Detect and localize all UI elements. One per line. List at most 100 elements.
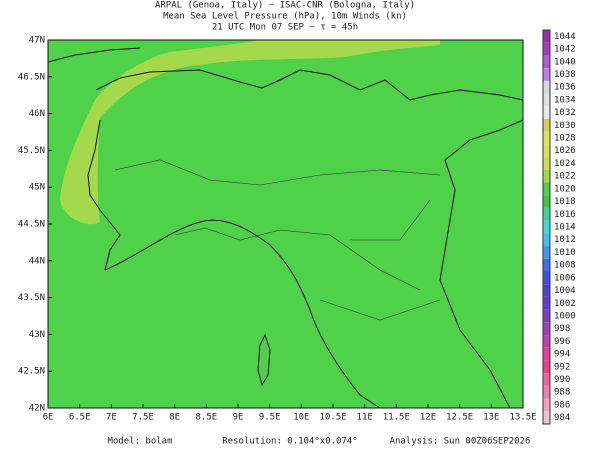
colorbar-label: 1032 xyxy=(554,108,576,118)
high-pressure-zone xyxy=(60,40,440,225)
colorbar-label: 992 xyxy=(554,362,570,372)
pressure-field xyxy=(48,40,523,408)
colorbar-swatch xyxy=(543,258,550,272)
lat-label: 44N xyxy=(29,256,45,266)
colorbar-swatch xyxy=(543,309,550,323)
lat-label: 47N xyxy=(29,36,45,46)
colorbar-label: 1002 xyxy=(554,299,576,309)
colorbar-swatch xyxy=(543,106,550,119)
lat-label: 43N xyxy=(29,330,45,340)
colorbar-label: 998 xyxy=(554,324,570,334)
colorbar-frame xyxy=(542,29,551,425)
lat-label: 44.5N xyxy=(18,220,45,230)
colorbar-label: 1026 xyxy=(554,146,576,156)
colorbar-swatch xyxy=(543,182,550,196)
lon-label: 8E xyxy=(169,413,180,423)
footer-analysis: Analysis: Sun 00Z06SEP2026 xyxy=(390,437,531,447)
lon-label: 6E xyxy=(43,413,54,423)
colorbar-swatch xyxy=(543,93,550,107)
colorbar-label: 1034 xyxy=(554,95,576,105)
lon-label: 8.5E xyxy=(195,413,217,423)
colorbar-label: 988 xyxy=(554,388,570,398)
colorbar-swatch xyxy=(543,68,550,81)
colorbar-label: 1004 xyxy=(554,286,576,296)
footer-model: Model: bolam xyxy=(107,437,172,447)
colorbar-swatch xyxy=(543,80,550,94)
colorbar-label: 1040 xyxy=(554,57,576,67)
border xyxy=(47,47,524,101)
colorbar-swatch xyxy=(543,195,550,208)
lat-label: 45N xyxy=(29,183,45,193)
colorbar-label: 1022 xyxy=(554,172,576,182)
colorbar-swatch xyxy=(543,207,550,221)
lon-label: 10E xyxy=(293,413,309,423)
footer-resolution: Resolution: 0.104°x0.074° xyxy=(222,437,357,447)
colorbar-swatch xyxy=(543,246,550,259)
lon-label: 10.5E xyxy=(319,413,346,423)
colorbar-swatch xyxy=(543,322,550,336)
colorbar-swatch xyxy=(543,373,550,386)
lon-label: 12E xyxy=(420,413,436,423)
lat-label: 42.5N xyxy=(18,367,45,377)
colorbar-label: 1012 xyxy=(554,235,576,245)
colorbar-swatch xyxy=(543,169,550,183)
colorbar-label: 986 xyxy=(554,400,570,410)
colorbar-swatch xyxy=(543,284,550,297)
colorbar-label: 1006 xyxy=(554,273,576,283)
coastline xyxy=(104,219,381,409)
colorbar-swatch xyxy=(543,131,550,145)
lon-label: 9E xyxy=(233,413,244,423)
title-line: 21 UTC Mon 07 SEP – τ = 45h xyxy=(212,23,358,33)
colorbar-label: 1028 xyxy=(554,134,576,144)
title-line: ARPAL (Genoa, Italy) – ISAC-CNR (Bologna… xyxy=(155,1,415,11)
lat-label: 42N xyxy=(29,404,45,414)
lon-label: 7.5E xyxy=(132,413,154,423)
colorbar-swatch xyxy=(543,398,550,412)
lon-label: 9.5E xyxy=(259,413,281,423)
colorbar-label: 1018 xyxy=(554,197,576,207)
colorbar-swatch xyxy=(543,385,550,399)
colorbar-swatch xyxy=(543,271,550,285)
lon-label: 7E xyxy=(106,413,117,423)
colorbar-label: 1010 xyxy=(554,248,576,258)
lon-label: 13.5E xyxy=(509,413,536,423)
lat-label: 43.5N xyxy=(18,293,45,303)
colorbar-swatch xyxy=(543,30,550,43)
colorbar-label: 1014 xyxy=(554,223,576,233)
lat-label: 46N xyxy=(29,109,45,119)
colorbar-label: 1008 xyxy=(554,261,576,271)
colorbar-swatch xyxy=(543,335,550,348)
colorbar-swatch xyxy=(543,296,550,310)
colorbar-label: 990 xyxy=(554,375,570,385)
colorbar-swatch xyxy=(543,157,550,170)
border xyxy=(87,119,121,271)
colorbar-label: 1030 xyxy=(554,121,576,131)
lon-label: 11E xyxy=(357,413,373,423)
colorbar-label: 1036 xyxy=(554,83,576,93)
lon-label: 13E xyxy=(483,413,499,423)
colorbar-swatch xyxy=(543,118,550,132)
colorbar-label: 1024 xyxy=(554,159,576,169)
colorbar-swatch xyxy=(543,55,550,69)
lon-label: 12.5E xyxy=(446,413,473,423)
colorbar-label: 1016 xyxy=(554,210,576,220)
map-area xyxy=(47,39,524,409)
colorbar-swatch xyxy=(543,411,550,424)
island xyxy=(257,333,271,387)
colorbar-swatch xyxy=(543,347,550,361)
lat-label: 46.5N xyxy=(18,72,45,82)
coastline xyxy=(439,119,524,409)
colorbar-label: 996 xyxy=(554,337,570,347)
colorbar-swatch xyxy=(543,220,550,234)
lon-label: 6.5E xyxy=(69,413,91,423)
colorbar-label: 1038 xyxy=(554,70,576,80)
colorbar-label: 984 xyxy=(554,413,570,423)
colorbar-label: 1042 xyxy=(554,45,576,55)
region-border xyxy=(114,159,441,321)
colorbar-label: 1000 xyxy=(554,311,576,321)
colorbar-swatch xyxy=(543,144,550,158)
lat-label: 45.5N xyxy=(18,146,45,156)
lon-label: 11.5E xyxy=(383,413,410,423)
colorbar-swatch xyxy=(543,42,550,56)
